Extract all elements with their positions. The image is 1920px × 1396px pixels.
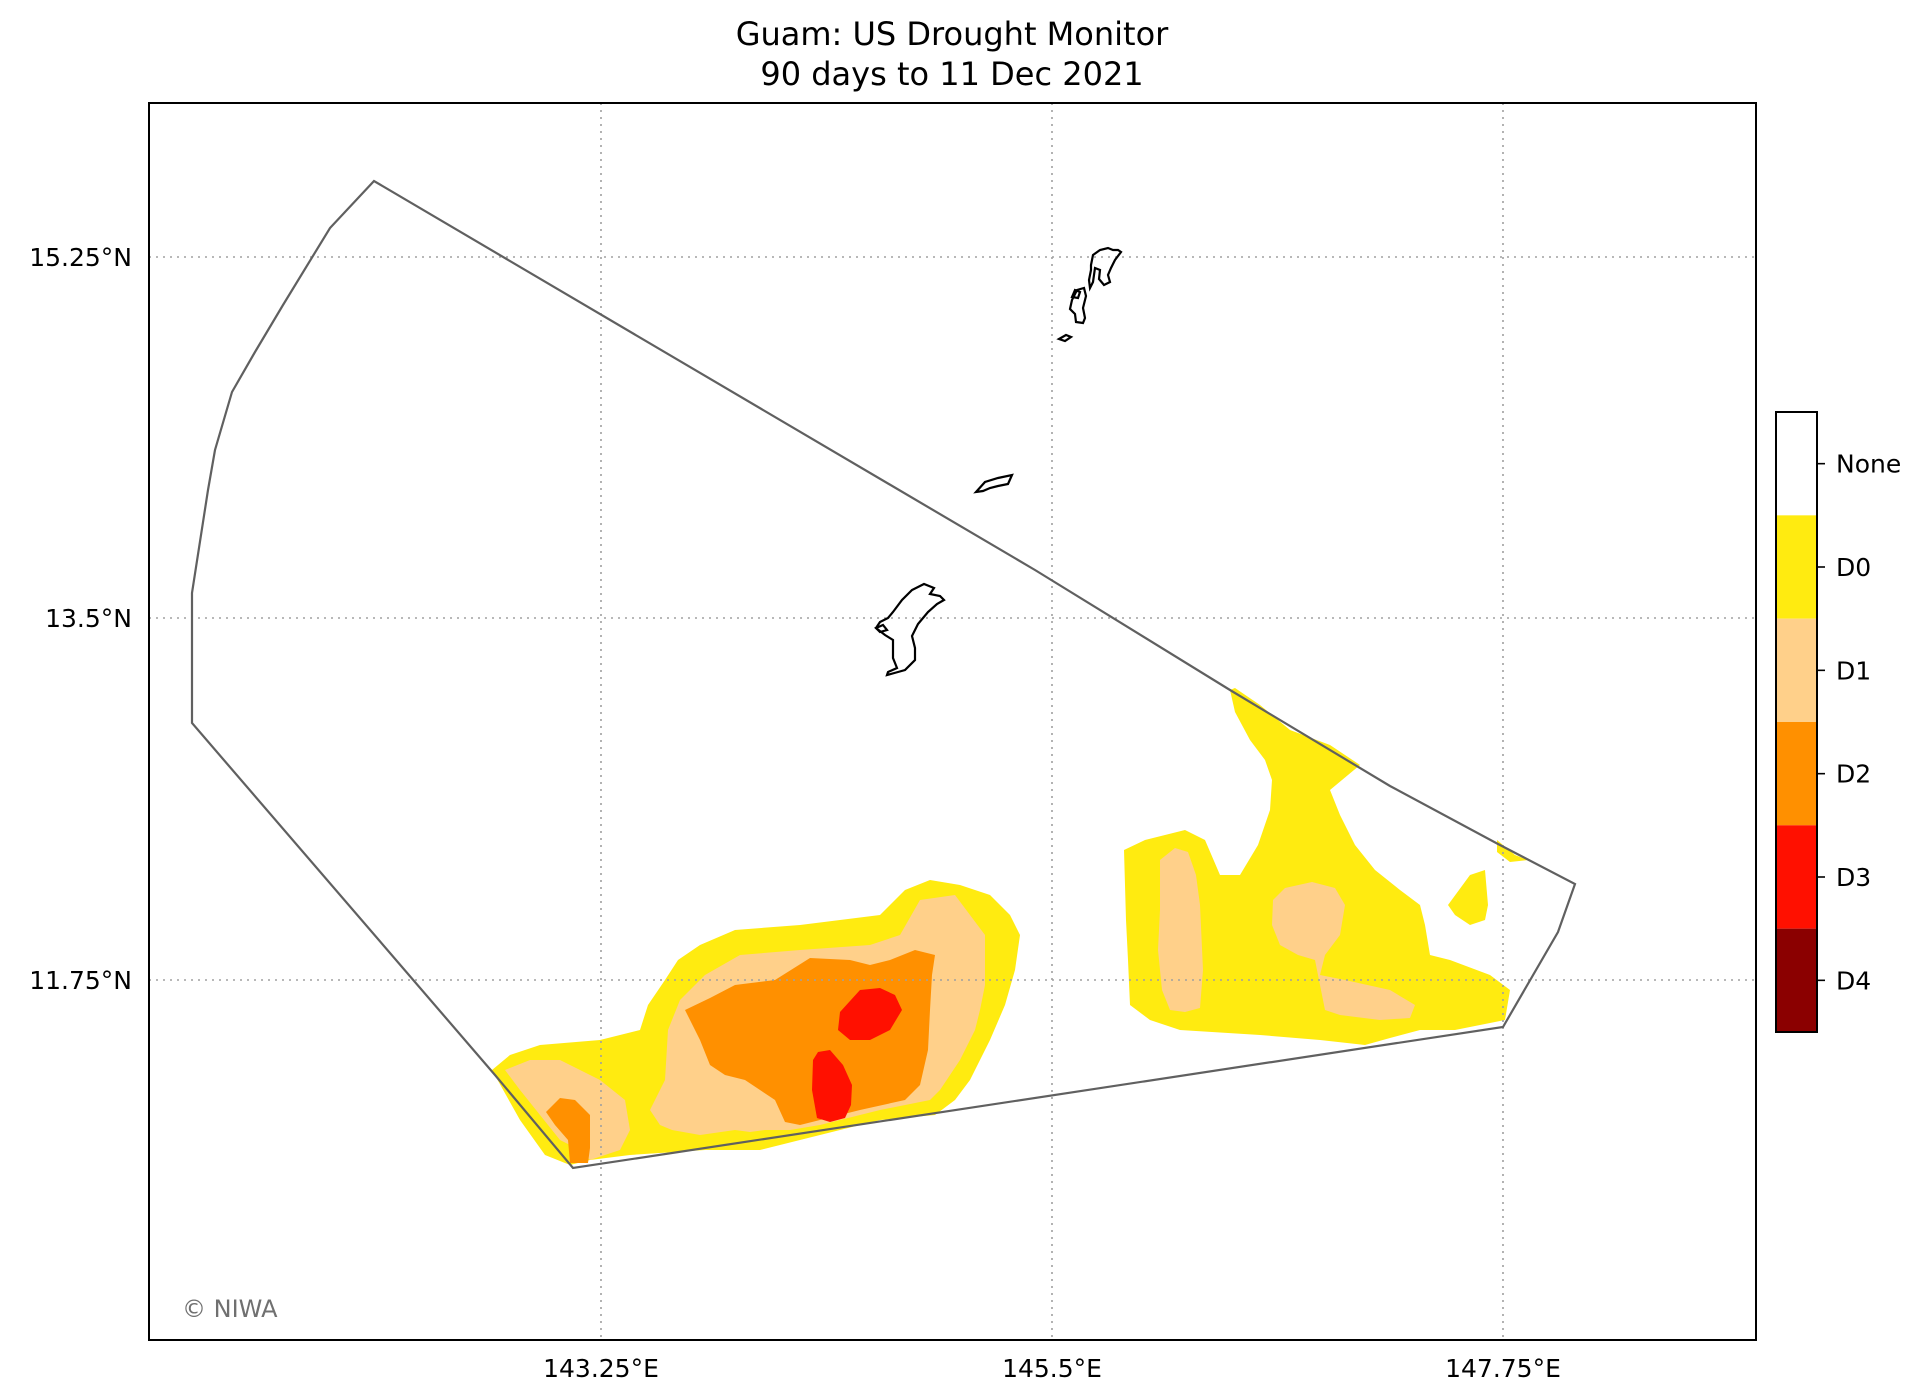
colorbar-swatch-none: [1776, 412, 1817, 516]
colorbar-swatch-d2: [1776, 722, 1817, 826]
x-tick-label: 143.25°E: [543, 1354, 659, 1383]
rota-island: [973, 473, 1014, 494]
colorbar-swatch-d1: [1776, 618, 1817, 722]
map-subtitle: 90 days to 11 Dec 2021: [760, 55, 1143, 93]
colorbar-border: [1775, 411, 1818, 1033]
colorbar-label-d4: D4: [1836, 966, 1871, 995]
colorbar-label-d2: D2: [1836, 760, 1871, 789]
colorbar-label-none: None: [1836, 450, 1901, 479]
colorbar-swatch-d4: [1776, 928, 1817, 1032]
x-tick-label: 145.5°E: [1002, 1354, 1102, 1383]
colorbar-swatch-d0: [1776, 515, 1817, 619]
colorbar-label-d3: D3: [1836, 863, 1871, 892]
colorbar-legend: None D0 D1 D2 D3 D4: [1775, 411, 1901, 1033]
eez-boundary: [190, 179, 1577, 1170]
guam-island: [874, 582, 946, 677]
y-tick-label: 13.5°N: [45, 604, 132, 633]
guam-inner-island: [874, 623, 889, 634]
x-tick-label: 147.75°E: [1445, 1354, 1561, 1383]
copyright-label: © NIWA: [182, 1295, 278, 1323]
colorbar-label-d0: D0: [1836, 553, 1871, 582]
map-title: Guam: US Drought Monitor: [736, 15, 1169, 53]
y-tick-label: 15.25°N: [29, 243, 132, 272]
map-gridlines: [149, 103, 1756, 1340]
map-area: [149, 103, 1756, 1340]
islands: [874, 246, 1123, 677]
tinian-main-island: [1068, 286, 1088, 325]
y-tick-label: 11.75°N: [29, 966, 132, 995]
aguijan-island: [1056, 333, 1074, 343]
tinian-island: [1070, 288, 1082, 300]
colorbar-label-d1: D1: [1836, 656, 1871, 685]
drought-zone-d3: [812, 988, 902, 1122]
map-frame: [148, 102, 1757, 1341]
saipan-island: [1087, 246, 1123, 292]
colorbar-swatch-d3: [1776, 825, 1817, 929]
